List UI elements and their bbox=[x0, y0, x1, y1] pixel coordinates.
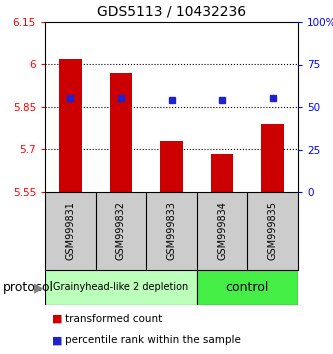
Text: ▶: ▶ bbox=[34, 281, 43, 294]
Bar bbox=[160, 141, 183, 192]
Bar bbox=[261, 124, 284, 192]
Bar bbox=[211, 154, 233, 192]
Text: transformed count: transformed count bbox=[65, 314, 162, 324]
Text: GSM999833: GSM999833 bbox=[166, 201, 176, 261]
Text: GSM999831: GSM999831 bbox=[65, 201, 75, 261]
Bar bbox=[110, 73, 132, 192]
Text: GSM999835: GSM999835 bbox=[268, 201, 278, 261]
Text: percentile rank within the sample: percentile rank within the sample bbox=[65, 335, 241, 345]
Bar bbox=[197, 270, 298, 305]
Text: Grainyhead-like 2 depletion: Grainyhead-like 2 depletion bbox=[53, 282, 188, 292]
Text: GSM999834: GSM999834 bbox=[217, 201, 227, 261]
Text: ■: ■ bbox=[52, 335, 62, 345]
Title: GDS5113 / 10432236: GDS5113 / 10432236 bbox=[97, 4, 246, 18]
Text: GSM999832: GSM999832 bbox=[116, 201, 126, 261]
Text: control: control bbox=[226, 281, 269, 294]
Bar bbox=[59, 59, 82, 192]
Bar bbox=[45, 270, 197, 305]
Text: ■: ■ bbox=[52, 314, 62, 324]
Text: protocol: protocol bbox=[3, 281, 54, 294]
